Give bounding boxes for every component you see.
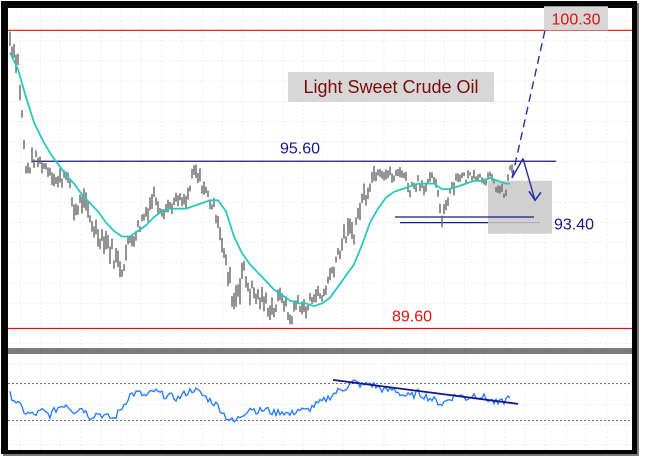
price-panel: 100.30 95.60 89.60 93.40 Light Sweet Crude … [8, 6, 632, 348]
moving-average [9, 52, 510, 308]
projection-line [522, 158, 536, 201]
panel-divider [8, 348, 632, 354]
projection-line [511, 158, 524, 179]
level-label-93-40: 93.40 [554, 217, 594, 234]
level-label-95-60: 95.60 [280, 140, 320, 157]
level-label-100-30: 100.30 [552, 11, 601, 28]
arrow-head [528, 190, 542, 202]
chart-title: Light Sweet Crude Oil [303, 77, 478, 97]
chart-title-box: Light Sweet Crude Oil [288, 72, 494, 102]
oscillator-grid [8, 354, 632, 450]
target-label-box [544, 6, 608, 31]
oscillator-trendline [332, 379, 519, 405]
oscillator-line [9, 379, 511, 423]
projection-arrows [511, 30, 546, 202]
level-label-89-60: 89.60 [392, 308, 432, 325]
oscillator-panel [8, 354, 632, 450]
moving-average-line [9, 52, 510, 308]
